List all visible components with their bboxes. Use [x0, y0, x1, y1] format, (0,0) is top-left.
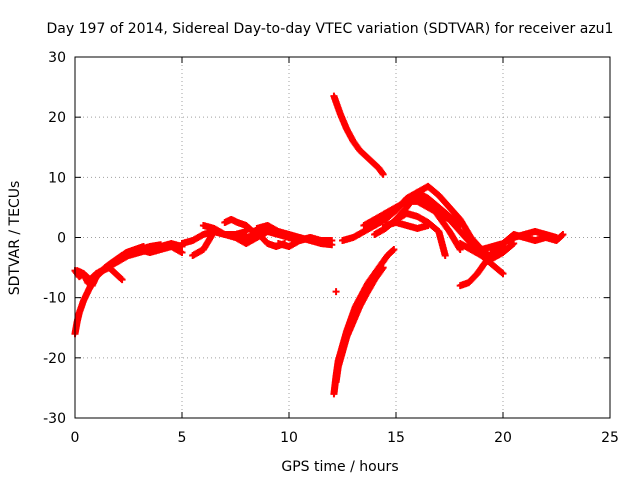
data-point	[390, 246, 398, 254]
data-point	[317, 240, 325, 248]
series-arc-early-1	[71, 243, 147, 338]
series-arc-morning-6	[274, 234, 325, 251]
data-points	[71, 92, 567, 398]
data-point	[510, 240, 518, 248]
data-point	[264, 227, 272, 235]
series-arc-afternoon-3	[488, 230, 567, 257]
data-point	[441, 252, 449, 260]
series-arc-low-rising-2	[332, 264, 387, 386]
x-tick-label: 10	[280, 430, 298, 446]
y-tick-label: -30	[43, 411, 66, 427]
series-arc-high-descending	[330, 92, 387, 178]
data-point	[118, 276, 126, 284]
series-arc-afternoon-4	[456, 240, 518, 263]
data-point	[456, 246, 464, 254]
data-point	[559, 230, 567, 238]
axis-ticks: 0 5 10 15 20 25 -30 -20 -10 0 10 20 30	[43, 50, 619, 446]
y-tick-label: 30	[48, 50, 66, 66]
x-tick-label: 15	[387, 430, 405, 446]
series-point-isolated	[332, 288, 340, 296]
data-point	[379, 170, 387, 178]
plot-frame	[74, 56, 611, 419]
x-tick-label: 0	[71, 430, 80, 446]
y-axis-title: SDTVAR / TECUs	[7, 181, 23, 296]
y-tick-label: 20	[48, 110, 66, 126]
data-point	[509, 241, 517, 249]
data-point	[178, 249, 186, 257]
series-arc-morning-3	[199, 221, 250, 238]
data-point	[424, 221, 432, 229]
data-point	[332, 288, 340, 296]
x-tick-label: 20	[494, 430, 512, 446]
data-point	[499, 270, 507, 278]
y-tick-label: -10	[43, 291, 66, 307]
data-point	[328, 241, 336, 249]
x-tick-label: 25	[601, 430, 619, 446]
y-tick-label: 10	[48, 170, 66, 186]
series-arc-midday-1	[339, 188, 464, 245]
chart-title: Day 197 of 2014, Sidereal Day-to-day VTE…	[47, 21, 614, 37]
y-tick-label: -20	[43, 351, 66, 367]
grid	[75, 57, 610, 418]
data-point	[379, 264, 387, 272]
series-arc-early-5	[135, 243, 186, 257]
y-tick-label: 0	[57, 231, 66, 247]
data-point	[117, 275, 125, 283]
series-arc-midday-6	[381, 218, 432, 232]
data-point	[389, 247, 397, 255]
x-tick-label: 5	[178, 430, 187, 446]
data-point	[558, 231, 566, 239]
x-axis-title: GPS time / hours	[281, 459, 398, 475]
data-point	[498, 269, 506, 277]
